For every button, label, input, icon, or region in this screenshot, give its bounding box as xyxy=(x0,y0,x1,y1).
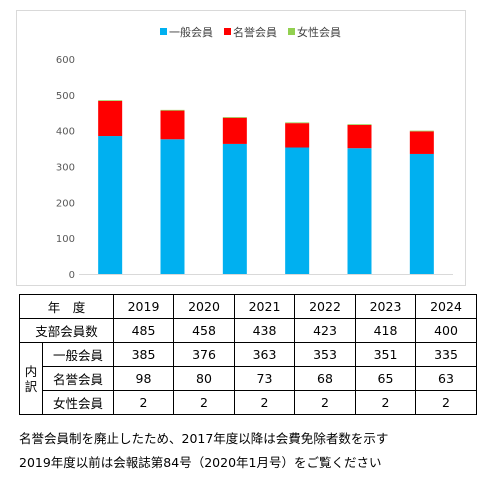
bar-segment xyxy=(409,153,434,274)
bar-segment xyxy=(222,117,247,118)
value-cell: 2 xyxy=(355,390,416,415)
value-cell: 2 xyxy=(113,390,174,415)
note-line-1: 名誉会員制を廃止したため、2017年度以降は会費免除者数を示す xyxy=(19,431,389,446)
legend-swatch xyxy=(160,28,167,35)
bar-segment xyxy=(222,143,247,274)
year-header-cell: 年 度 xyxy=(19,294,114,319)
breakdown-label-cell: 内訳 xyxy=(19,342,43,415)
legend-label: 名誉会員 xyxy=(233,25,277,39)
table-row-honorary: 名誉会員 98 80 73 68 65 63 xyxy=(20,366,477,391)
total-cell: 438 xyxy=(234,318,295,343)
bar-segment xyxy=(347,148,372,274)
total-cell: 418 xyxy=(355,318,416,343)
bar-segment xyxy=(160,109,185,111)
legend-swatch xyxy=(288,28,295,35)
table-row-general: 内訳 一般会員 385 376 363 353 351 335 xyxy=(19,342,477,415)
year-cell: 2021 xyxy=(234,294,295,319)
value-cell: 98 xyxy=(113,366,174,391)
value-cell: 385 xyxy=(113,342,174,367)
value-cell: 363 xyxy=(234,342,295,367)
bar-segment xyxy=(160,110,185,140)
year-cell: 2024 xyxy=(415,294,477,319)
bar-segment xyxy=(160,139,185,274)
legend-label: 女性会員 xyxy=(297,25,341,39)
year-cell: 2023 xyxy=(355,294,416,319)
total-cell: 400 xyxy=(415,318,477,343)
y-tick-label: 0 xyxy=(69,270,75,281)
bar-segment xyxy=(409,130,434,132)
value-cell: 2 xyxy=(234,390,295,415)
y-tick-label: 500 xyxy=(56,91,75,102)
y-tick-label: 300 xyxy=(56,163,75,174)
row-label-cell: 一般会員 xyxy=(42,342,114,367)
stacked-bar-chart: 0 100 200 300 400 500 600 一般会員 名誉会員 女性会員 xyxy=(56,25,453,281)
value-cell: 335 xyxy=(415,342,477,367)
table-total-row: 支部会員数 485 458 438 423 418 400 xyxy=(19,318,477,343)
bar-segment xyxy=(409,131,434,154)
value-cell: 351 xyxy=(355,342,416,367)
value-cell: 2 xyxy=(415,390,477,415)
year-cell: 2020 xyxy=(173,294,235,319)
bar-segment xyxy=(347,124,372,125)
year-cell: 2019 xyxy=(113,294,174,319)
bar-segment xyxy=(285,122,310,124)
bar-segment xyxy=(285,147,310,274)
y-tick-label: 200 xyxy=(56,198,75,209)
table-header-row: 年 度 2019 2020 2021 2022 2023 2024 xyxy=(19,294,477,319)
bar-segment xyxy=(285,123,310,148)
value-cell: 2 xyxy=(173,390,235,415)
value-cell: 2 xyxy=(294,390,356,415)
note-line-2: 2019年度以前は会報誌第84号（2020年1月号）をご覧ください xyxy=(19,455,382,470)
value-cell: 376 xyxy=(173,342,235,367)
value-cell: 65 xyxy=(355,366,416,391)
total-cell: 458 xyxy=(173,318,235,343)
legend-swatch xyxy=(224,28,231,35)
bar-segment xyxy=(222,117,247,144)
value-cell: 73 xyxy=(234,366,295,391)
total-cell: 423 xyxy=(294,318,356,343)
bar-segment xyxy=(347,124,372,149)
row-label-cell: 女性会員 xyxy=(42,390,114,415)
year-cell: 2022 xyxy=(294,294,356,319)
legend-label: 一般会員 xyxy=(169,26,213,39)
y-tick-label: 100 xyxy=(56,234,75,245)
value-cell: 353 xyxy=(294,342,356,367)
chart-area: 0 100 200 300 400 500 600 一般会員 名誉会員 女性会員 xyxy=(16,10,466,286)
value-cell: 63 xyxy=(415,366,477,391)
total-label-cell: 支部会員数 xyxy=(19,318,114,343)
y-tick-label: 600 xyxy=(56,55,75,66)
membership-table: 年 度 2019 2020 2021 2022 2023 2024 支部会員数 … xyxy=(19,294,477,415)
y-tick-label: 400 xyxy=(56,127,75,138)
total-cell: 485 xyxy=(113,318,174,343)
bar-segment xyxy=(98,100,123,137)
bar-segment xyxy=(98,136,123,274)
row-label-cell: 名誉会員 xyxy=(42,366,114,391)
breakdown-label: 内訳 xyxy=(24,363,38,394)
value-cell: 68 xyxy=(294,366,356,391)
table-row-female: 女性会員 2 2 2 2 2 2 xyxy=(20,390,477,415)
bar-segment xyxy=(98,100,123,101)
value-cell: 80 xyxy=(173,366,235,391)
